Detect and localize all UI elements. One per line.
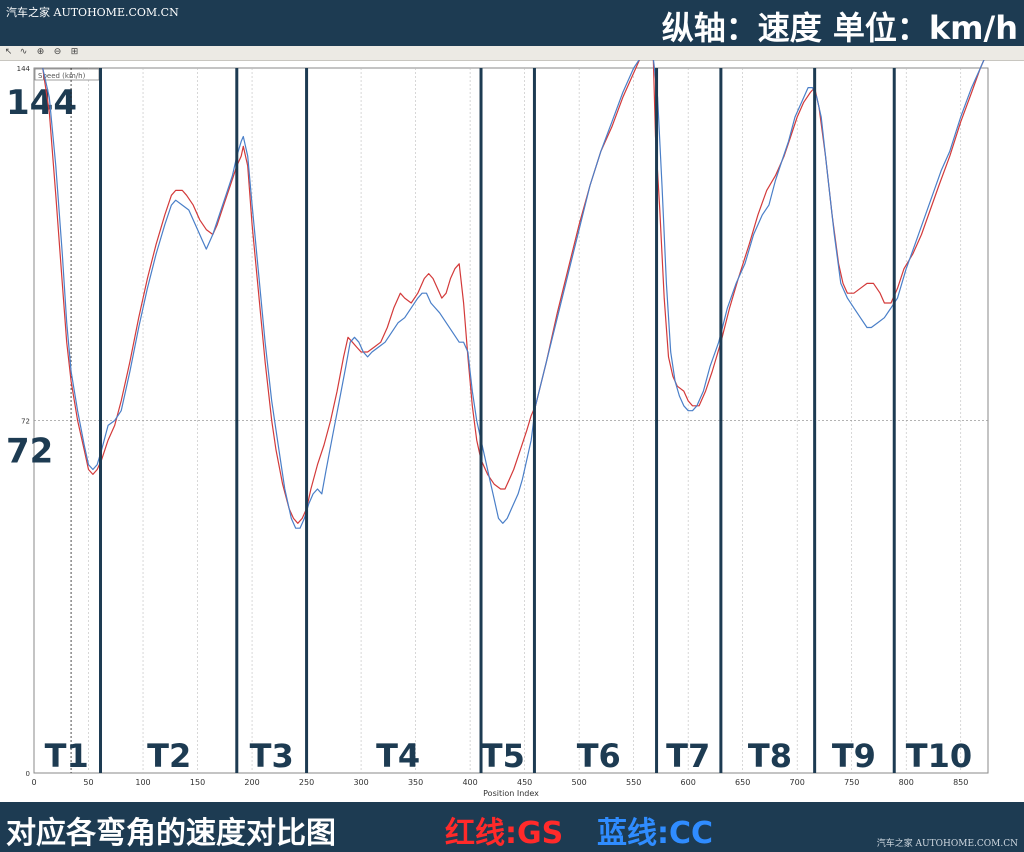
turn-label: T10 bbox=[906, 737, 972, 775]
legend-label: Speed (km/h) bbox=[38, 72, 86, 80]
x-tick-label: 550 bbox=[626, 778, 641, 787]
turn-label: T3 bbox=[250, 737, 294, 775]
turn-label: T8 bbox=[748, 737, 792, 775]
axis-unit-note: 纵轴：速度 单位：km/h bbox=[661, 9, 1018, 47]
watermark-top: 汽车之家 AUTOHOME.COM.CN bbox=[6, 6, 179, 19]
turn-label: T6 bbox=[577, 737, 621, 775]
x-axis-label: Position Index bbox=[483, 789, 539, 798]
chart-caption: 对应各弯角的速度对比图 bbox=[6, 816, 336, 851]
x-tick-label: 300 bbox=[353, 778, 368, 787]
speed-chart: 0 50 100 150 200 250 300 350 400 450 500 550 600 650 7… bbox=[6, 60, 989, 798]
x-tick-label: 850 bbox=[953, 778, 968, 787]
legend-box bbox=[34, 68, 100, 81]
series-line-cc bbox=[42, 60, 985, 529]
x-tick-label: 350 bbox=[408, 778, 423, 787]
x-tick-label: 800 bbox=[899, 778, 914, 787]
x-tick-label: 250 bbox=[299, 778, 314, 787]
x-tick-label: 200 bbox=[244, 778, 259, 787]
zoom-out-icon[interactable]: ⊖ bbox=[53, 47, 62, 57]
big-y-label: 144 bbox=[6, 83, 77, 123]
pointer-icon[interactable]: ↖ bbox=[4, 47, 13, 57]
fit-icon[interactable]: ⊞ bbox=[70, 47, 79, 57]
y-tick-label: 144 bbox=[17, 65, 31, 73]
x-tick-label: 50 bbox=[83, 778, 93, 787]
x-tick-label: 150 bbox=[190, 778, 205, 787]
turn-label: T5 bbox=[481, 737, 525, 775]
turn-label: T2 bbox=[147, 737, 191, 775]
zoom-in-icon[interactable]: ⊕ bbox=[36, 47, 45, 57]
turn-label: T7 bbox=[666, 737, 710, 775]
x-tick-label: 100 bbox=[135, 778, 150, 787]
top-banner: 汽车之家 AUTOHOME.COM.CN 纵轴：速度 单位：km/h bbox=[0, 0, 1024, 47]
turn-label: T1 bbox=[45, 737, 89, 775]
bottom-banner: 对应各弯角的速度对比图 红线:GS 蓝线:CC 汽车之家 AUTOHOME.CO… bbox=[0, 802, 1024, 852]
x-tick-label: 750 bbox=[844, 778, 859, 787]
x-tick-label: 400 bbox=[462, 778, 477, 787]
x-tick-label: 600 bbox=[681, 778, 696, 787]
x-tick-label: 500 bbox=[572, 778, 587, 787]
turn-label: T9 bbox=[832, 737, 876, 775]
legend-red-gs: 红线:GS bbox=[445, 816, 564, 851]
watermark-bottom: 汽车之家 AUTOHOME.COM.CN bbox=[876, 839, 1018, 849]
turn-label: T4 bbox=[376, 737, 420, 775]
x-tick-label: 650 bbox=[735, 778, 750, 787]
x-tick-label: 700 bbox=[790, 778, 805, 787]
curve-icon[interactable]: ∿ bbox=[19, 47, 28, 57]
big-y-label: 72 bbox=[6, 432, 53, 472]
chart-toolbar: ↖ ∿ ⊕ ⊖ ⊞ bbox=[0, 46, 1024, 61]
legend-blue-cc: 蓝线:CC bbox=[597, 816, 714, 851]
y-tick-label: 72 bbox=[21, 418, 30, 426]
x-tick-label: 0 bbox=[31, 778, 36, 787]
y-tick-label: 0 bbox=[26, 770, 30, 778]
x-tick-label: 450 bbox=[517, 778, 532, 787]
